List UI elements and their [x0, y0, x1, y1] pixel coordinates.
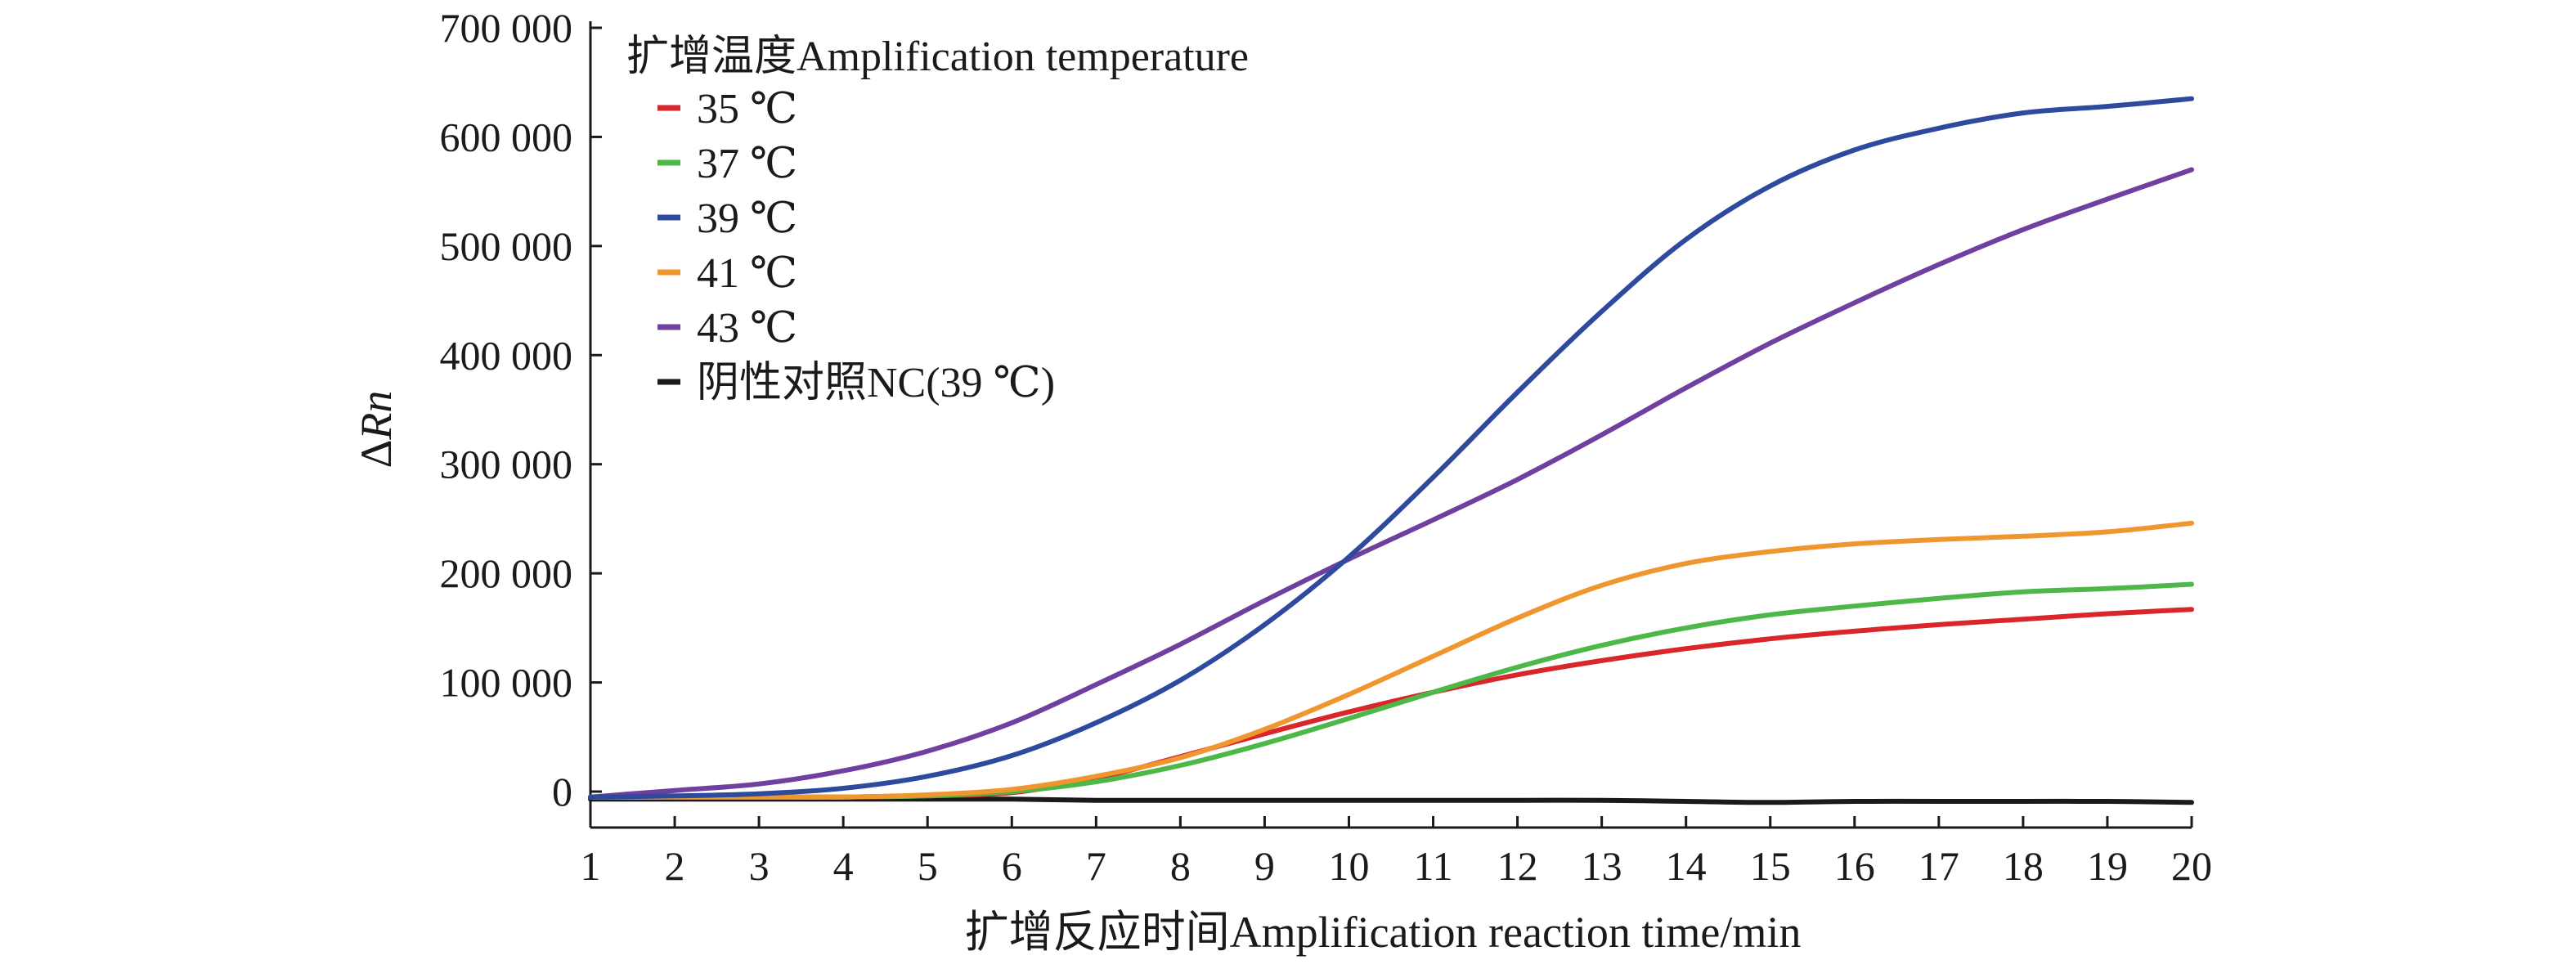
x-tick-label: 17 [1919, 843, 1959, 889]
series-line-2 [588, 96, 2194, 800]
x-tick-label: 11 [1413, 843, 1452, 889]
legend: 扩增温度Amplification temperature 35 ℃ 37 ℃ 39… [626, 34, 1249, 406]
y-tick-label: 0 [552, 769, 572, 814]
x-tick-label: 7 [1086, 843, 1106, 889]
x-tick-label: 6 [1002, 843, 1022, 889]
x-tick-label: 15 [1750, 843, 1791, 889]
y-axis-title: ΔRn [352, 391, 401, 469]
x-tick-label: 13 [1582, 843, 1622, 889]
x-tick-label: 19 [2087, 843, 2128, 889]
legend-item-label: 37 ℃ [697, 141, 797, 187]
x-tick-label: 14 [1666, 843, 1707, 889]
legend-item-label: 35 ℃ [697, 86, 797, 132]
y-tick-label: 500 000 [440, 223, 573, 269]
x-tick-label: 18 [2003, 843, 2044, 889]
x-tick-label: 5 [918, 843, 938, 889]
series-line-1 [588, 581, 2194, 800]
y-axis-title-prefix: Δ [352, 440, 401, 469]
x-tick-label: 16 [1834, 843, 1875, 889]
series-lines [588, 96, 2194, 805]
x-tick-label: 20 [2171, 843, 2212, 889]
x-axis-ticks: 1 2 3 4 5 6 7 8 9 10 11 12 13 14 15 16 17 18 19 20 [581, 816, 2212, 889]
series-line-5 [588, 796, 2194, 805]
x-axis-title: 扩增反应时间Amplification reaction time/min [965, 908, 1802, 957]
axes [589, 21, 2192, 829]
x-tick-label: 3 [749, 843, 770, 889]
series-line-4 [588, 167, 2194, 800]
legend-title: 扩增温度Amplification temperature [626, 34, 1249, 80]
x-tick-label: 4 [833, 843, 854, 889]
legend-item-label: 43 ℃ [697, 305, 797, 352]
y-tick-label: 400 000 [440, 332, 573, 378]
x-tick-label: 10 [1328, 843, 1369, 889]
series-line-3 [588, 520, 2194, 800]
legend-item-label: 39 ℃ [697, 195, 797, 242]
y-tick-label: 300 000 [440, 442, 573, 487]
y-tick-label: 600 000 [440, 114, 573, 159]
y-axis-title-italic: Rn [352, 391, 401, 441]
y-tick-label: 200 000 [440, 550, 573, 596]
y-tick-label: 700 000 [440, 5, 573, 51]
x-tick-label: 12 [1497, 843, 1538, 889]
legend-item-label: 阴性对照NC(39 ℃) [697, 360, 1055, 406]
y-axis-ticks: 0 100 000 200 000 300 000 400 000 500 000 600 … [440, 5, 602, 814]
x-tick-label: 2 [665, 843, 685, 889]
legend-item-label: 41 ℃ [697, 250, 797, 297]
y-tick-label: 100 000 [440, 660, 573, 706]
x-tick-label: 8 [1170, 843, 1191, 889]
legend-items: 35 ℃ 37 ℃ 39 ℃ 41 ℃ 43 ℃ 阴性对照NC(39 ℃) [657, 86, 1055, 406]
x-tick-label: 1 [581, 843, 601, 889]
x-tick-label: 9 [1254, 843, 1275, 889]
